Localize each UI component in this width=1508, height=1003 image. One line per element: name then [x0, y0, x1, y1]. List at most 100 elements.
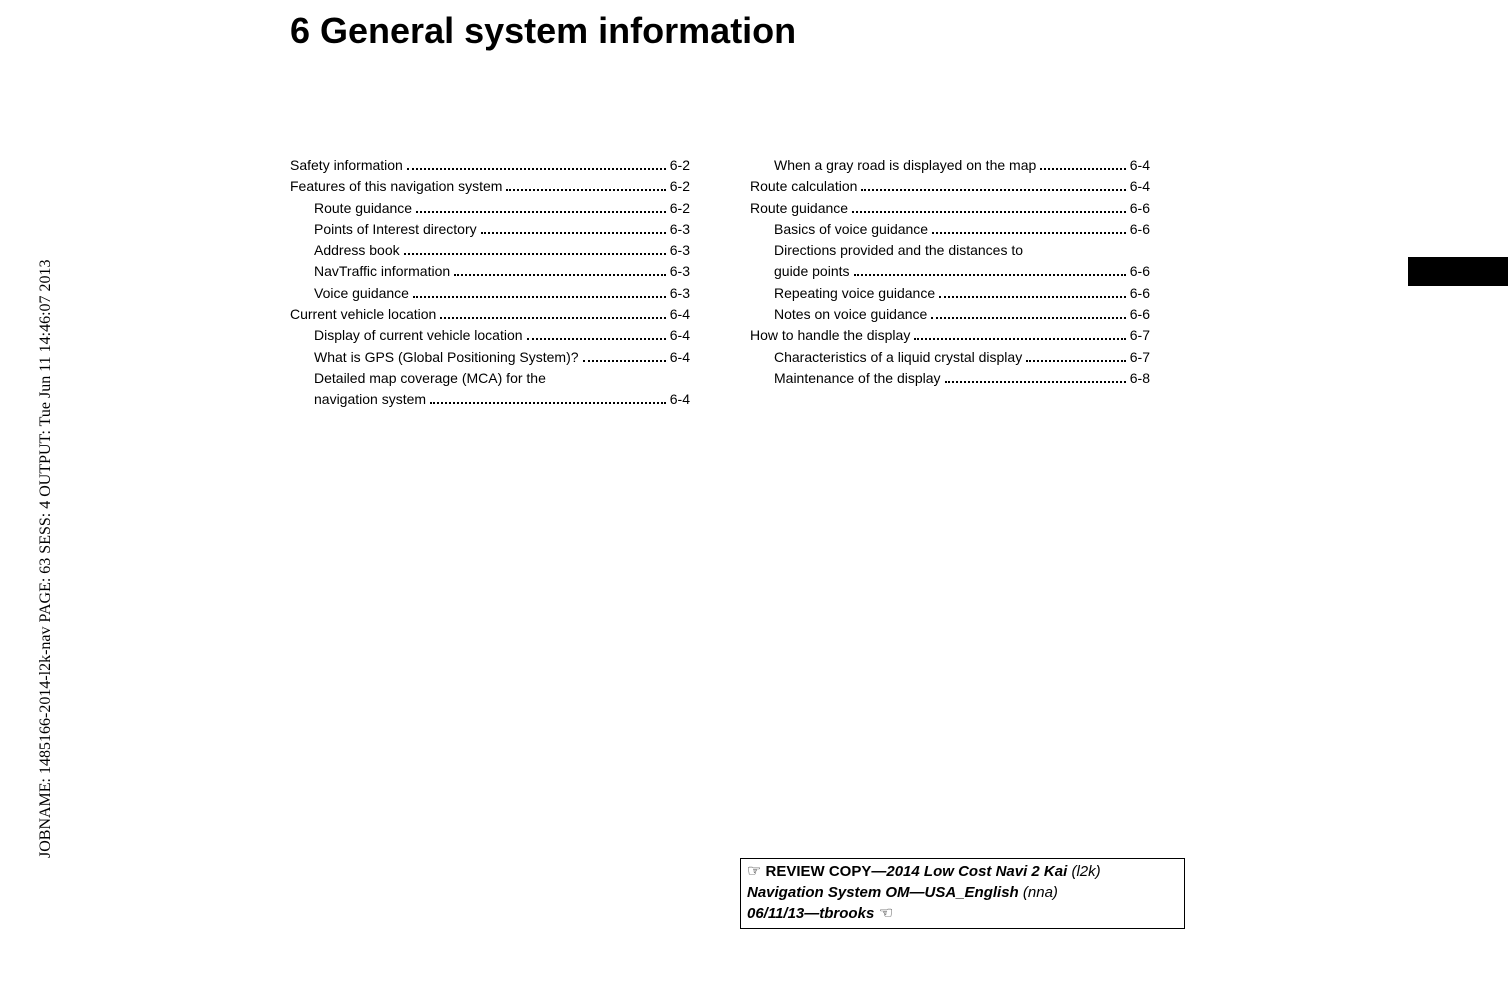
toc-entry: Characteristics of a liquid crystal disp… — [750, 347, 1150, 367]
toc-entry-page: 6-2 — [670, 176, 690, 196]
toc-entry-continuation: navigation system 6-4 — [290, 389, 690, 409]
toc-leader-dots — [932, 223, 1126, 234]
toc-entry-page: 6-4 — [670, 389, 690, 409]
toc-entry-page: 6-4 — [1130, 155, 1150, 175]
toc-leader-dots — [1026, 350, 1126, 361]
review-doc-name-1: 2014 Low Cost Navi 2 Kai — [886, 863, 1067, 880]
pointing-hand-right-icon: ☞ — [747, 863, 761, 880]
toc-leader-dots — [945, 372, 1126, 383]
toc-leader-dots — [481, 223, 666, 234]
toc-entry: Route guidance 6-6 — [750, 198, 1150, 218]
toc-leader-dots — [914, 329, 1125, 340]
toc-entry: Notes on voice guidance 6-6 — [750, 304, 1150, 324]
toc-entry: Features of this navigation system 6-2 — [290, 176, 690, 196]
toc-entry: Route calculation 6-4 — [750, 176, 1150, 196]
toc-leader-dots — [416, 201, 666, 212]
toc-entry: Maintenance of the display 6-8 — [750, 368, 1150, 388]
toc-entry: How to handle the display 6-7 — [750, 325, 1150, 345]
chapter-title: 6 General system information — [290, 10, 796, 52]
toc-leader-dots — [413, 287, 666, 298]
toc-entry: NavTraffic information 6-3 — [290, 261, 690, 281]
toc-entry-continuation: guide points 6-6 — [750, 261, 1150, 281]
toc-entry-label: Route calculation — [750, 176, 857, 196]
toc-leader-dots — [854, 265, 1126, 276]
toc-entry-page: 6-4 — [670, 325, 690, 345]
toc-leader-dots — [861, 180, 1125, 191]
toc-entry-page: 6-7 — [1130, 347, 1150, 367]
toc-entry: Safety information 6-2 — [290, 155, 690, 175]
toc-entry-page: 6-2 — [670, 155, 690, 175]
toc-entry-label: Address book — [314, 240, 400, 260]
toc-entry-label: Basics of voice guidance — [774, 219, 928, 239]
toc-leader-dots — [931, 308, 1125, 319]
toc-leader-dots — [454, 265, 666, 276]
toc-entry-label: Detailed map coverage (MCA) for the — [314, 368, 546, 388]
toc-entry-label: Points of Interest directory — [314, 219, 477, 239]
toc-entry-label: Voice guidance — [314, 283, 409, 303]
review-label: REVIEW COPY— — [761, 863, 886, 880]
toc-entry-label: NavTraffic information — [314, 261, 450, 281]
review-copy-box: ☞ REVIEW COPY—2014 Low Cost Navi 2 Kai (… — [740, 858, 1185, 929]
toc-entry: Points of Interest directory 6-3 — [290, 219, 690, 239]
toc-entry-page: 6-6 — [1130, 283, 1150, 303]
toc-entry-page: 6-8 — [1130, 368, 1150, 388]
toc-leader-dots — [407, 159, 666, 170]
toc-entry-label: Repeating voice guidance — [774, 283, 935, 303]
toc-entry-label: Route guidance — [750, 198, 848, 218]
toc-entry-label: Route guidance — [314, 198, 412, 218]
toc-leader-dots — [404, 244, 666, 255]
toc-column-left: Safety information6-2Features of this na… — [290, 155, 690, 411]
toc-entry: Repeating voice guidance 6-6 — [750, 283, 1150, 303]
review-doc-name-2: Navigation System OM—USA_English — [747, 884, 1019, 901]
toc-entry-label: navigation system — [314, 389, 426, 409]
toc-entry: When a gray road is displayed on the map… — [750, 155, 1150, 175]
toc-entry-page: 6-4 — [670, 304, 690, 324]
toc-entry: Voice guidance 6-3 — [290, 283, 690, 303]
toc-entry-page: 6-3 — [670, 219, 690, 239]
toc-leader-dots — [440, 308, 665, 319]
toc-entry-label: How to handle the display — [750, 325, 910, 345]
toc-entry-label: Safety information — [290, 155, 403, 175]
toc-entry-page: 6-6 — [1130, 261, 1150, 281]
toc-entry-label: Display of current vehicle location — [314, 325, 523, 345]
toc-entry-page: 6-2 — [670, 198, 690, 218]
toc-entry-page: 6-3 — [670, 240, 690, 260]
toc-entry: Detailed map coverage (MCA) for the — [290, 368, 690, 388]
toc-entry-page: 6-3 — [670, 283, 690, 303]
pointing-hand-left-icon: ☜ — [874, 905, 893, 922]
toc-entry-page: 6-6 — [1130, 219, 1150, 239]
toc-entry-label: guide points — [774, 261, 850, 281]
table-of-contents: Safety information6-2Features of this na… — [290, 155, 1150, 411]
toc-entry-label: Characteristics of a liquid crystal disp… — [774, 347, 1022, 367]
toc-entry-label: Notes on voice guidance — [774, 304, 927, 324]
toc-entry-label: Directions provided and the distances to — [774, 240, 1023, 260]
toc-entry-label: Current vehicle location — [290, 304, 436, 324]
toc-column-right: When a gray road is displayed on the map… — [750, 155, 1150, 411]
toc-entry-label: Features of this navigation system — [290, 176, 502, 196]
toc-leader-dots — [852, 201, 1126, 212]
toc-leader-dots — [583, 350, 666, 361]
toc-entry-page: 6-6 — [1130, 198, 1150, 218]
toc-entry: What is GPS (Global Positioning System)?… — [290, 347, 690, 367]
toc-entry-label: When a gray road is displayed on the map — [774, 155, 1036, 175]
review-code-2: (nna) — [1019, 884, 1058, 901]
toc-entry: Display of current vehicle location 6-4 — [290, 325, 690, 345]
review-code-1: (l2k) — [1067, 863, 1100, 880]
toc-entry-page: 6-4 — [1130, 176, 1150, 196]
toc-leader-dots — [527, 329, 666, 340]
job-metadata-vertical: JOBNAME: 1485166-2014-l2k-nav PAGE: 63 S… — [37, 259, 55, 858]
toc-entry-page: 6-3 — [670, 261, 690, 281]
toc-entry-page: 6-6 — [1130, 304, 1150, 324]
toc-entry: Address book 6-3 — [290, 240, 690, 260]
toc-leader-dots — [939, 287, 1126, 298]
toc-leader-dots — [430, 393, 666, 404]
toc-leader-dots — [506, 180, 665, 191]
toc-entry-page: 6-7 — [1130, 325, 1150, 345]
toc-entry: Basics of voice guidance 6-6 — [750, 219, 1150, 239]
toc-entry: Directions provided and the distances to — [750, 240, 1150, 260]
toc-entry-page: 6-4 — [670, 347, 690, 367]
toc-entry: Current vehicle location 6-4 — [290, 304, 690, 324]
toc-entry-label: Maintenance of the display — [774, 368, 941, 388]
page-tab-marker — [1408, 257, 1508, 286]
review-date-author: 06/11/13—tbrooks — [747, 905, 874, 922]
